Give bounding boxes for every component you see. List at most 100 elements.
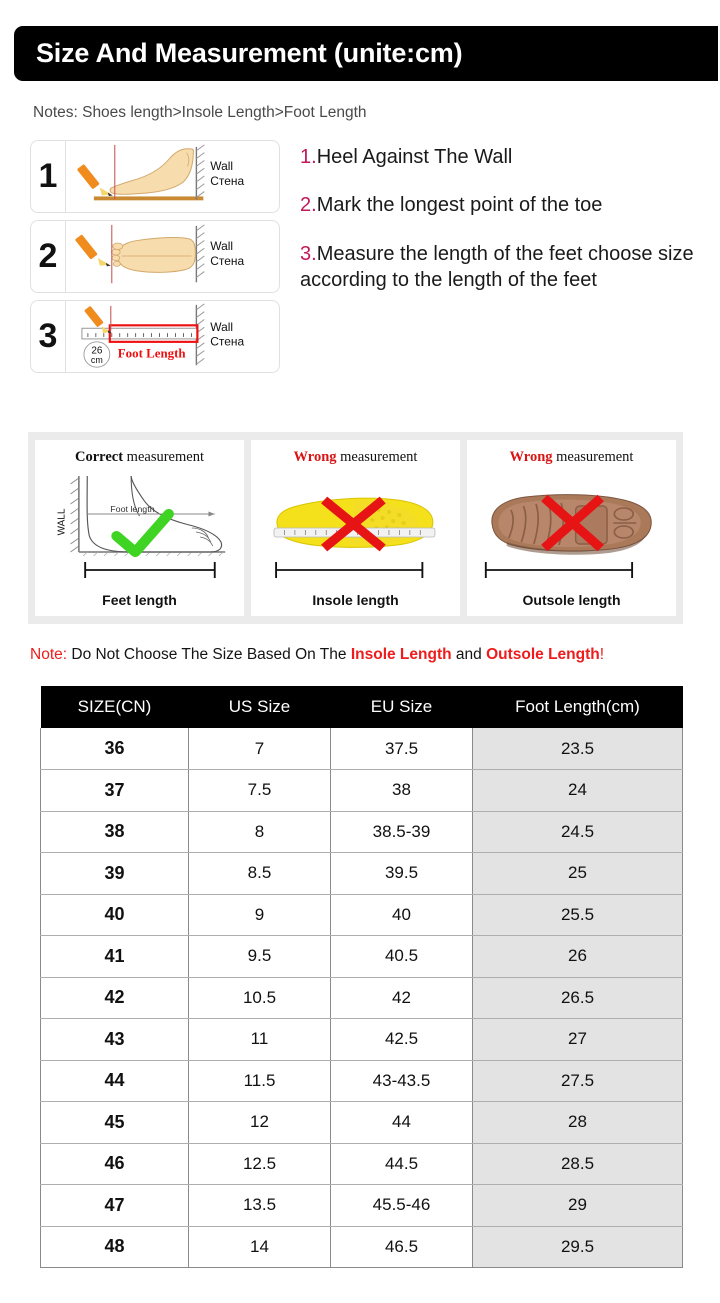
cell-size-cn: 48 [40, 1226, 189, 1268]
step-number-3: 3 [31, 301, 66, 372]
cell-size-cn: 36 [40, 728, 189, 770]
ruler-badge-value: 26 [91, 346, 103, 357]
cell-foot-length: 29.5 [472, 1226, 683, 1268]
cell-us-size: 8.5 [188, 852, 331, 895]
table-row: 41 9.5 40.5 26 [40, 935, 683, 978]
instruction-index-1: 1. [300, 146, 317, 168]
note-body-1: Do Not Choose The Size Based On The [67, 646, 351, 663]
measurement-comparison-strip: Correct measurement WALL [28, 432, 683, 624]
cell-eu-size: 42 [330, 977, 473, 1019]
cell-us-size: 7.5 [188, 769, 331, 812]
table-row: 43 11 42.5 27 [40, 1018, 683, 1061]
table-row: 42 10.5 42 26.5 [40, 977, 683, 1019]
comparison-title-suffix-insole: measurement [336, 449, 418, 465]
comparison-title-correct: Correct measurement [35, 449, 244, 466]
column-header-us-size: US Size [188, 686, 331, 728]
foot-length-label: Foot Length [118, 347, 186, 361]
cell-eu-size: 42.5 [330, 1018, 473, 1061]
cell-eu-size: 37.5 [330, 728, 473, 770]
table-row: 40 9 40 25.5 [40, 894, 683, 936]
cell-foot-length: 25.5 [472, 894, 683, 936]
instruction-index-3: 3. [300, 242, 317, 265]
step-panel-1: 1 [30, 140, 280, 213]
cell-us-size: 8 [188, 811, 331, 853]
cell-us-size: 13.5 [188, 1184, 331, 1227]
instruction-text-1: Heel Against The Wall [316, 146, 513, 168]
wall-label-en-2: Wall [210, 239, 233, 253]
cell-us-size: 7 [188, 728, 331, 770]
table-row: 39 8.5 39.5 25 [40, 852, 683, 895]
cell-foot-length: 26 [472, 935, 683, 978]
cell-size-cn: 45 [40, 1101, 189, 1144]
cell-us-size: 12.5 [188, 1143, 331, 1185]
step-panel-3: 3 [30, 300, 280, 373]
wall-label-en-1: Wall [210, 159, 233, 173]
page-header-banner: Size And Measurement (unite:cm) [14, 26, 718, 81]
cell-eu-size: 38 [330, 769, 473, 812]
table-row: 45 12 44 28 [40, 1101, 683, 1144]
comparison-title-suffix-correct: measurement [123, 449, 204, 465]
cell-eu-size: 44 [330, 1101, 473, 1144]
note-prefix: Note: [30, 646, 68, 663]
step-number-1: 1 [31, 141, 66, 212]
ruler-badge-unit: cm [91, 355, 103, 365]
size-chart-body: 36 7 37.5 23.5 37 7.5 38 24 38 8 38.5-39… [40, 728, 683, 1268]
cell-foot-length: 25 [472, 852, 683, 895]
cell-foot-length: 24.5 [472, 811, 683, 853]
cell-foot-length: 28.5 [472, 1143, 683, 1185]
wall-label-en-3: Wall [210, 320, 233, 334]
table-row: 48 14 46.5 29.5 [40, 1226, 683, 1268]
instruction-item-1: 1.Heel Against The Wall [300, 144, 710, 170]
comparison-caption-correct: Feet length [102, 592, 177, 608]
comparison-caption-insole: Insole length [312, 592, 399, 608]
comparison-card-outsole: Wrong measurement [467, 440, 676, 616]
cell-size-cn: 43 [40, 1018, 189, 1061]
cell-size-cn: 44 [40, 1060, 189, 1102]
cell-foot-length: 23.5 [472, 728, 683, 770]
cell-foot-length: 29 [472, 1184, 683, 1227]
cell-eu-size: 40 [330, 894, 473, 936]
instruction-index-2: 2. [300, 194, 317, 217]
note-emphasis-insole: Insole Length [350, 646, 452, 663]
step-illustration-top-foot: Wall Стена [66, 221, 279, 292]
comparison-title-suffix-outsole: measurement [552, 449, 634, 465]
cell-size-cn: 47 [40, 1184, 189, 1227]
table-row: 47 13.5 45.5-46 29 [40, 1184, 683, 1227]
column-header-eu-size: EU Size [330, 686, 473, 728]
cell-us-size: 11.5 [188, 1060, 331, 1102]
cell-eu-size: 46.5 [330, 1226, 473, 1268]
cross-icon [321, 496, 386, 552]
comparison-title-outsole: Wrong measurement [467, 449, 676, 466]
table-header-row: SIZE(CN) US Size EU Size Foot Length(cm) [40, 686, 683, 728]
comparison-title-prefix-correct: Correct [75, 449, 124, 465]
cell-eu-size: 39.5 [330, 852, 473, 895]
instruction-item-2: 2.Mark the longest point of the toe [300, 192, 710, 218]
column-header-size-cn: SIZE(CN) [40, 686, 189, 728]
note-suffix: ! [599, 646, 605, 663]
instruction-text-2: Mark the longest point of the toe [316, 194, 603, 217]
instruction-item-3: 3.Measure the length of the feet choose … [300, 241, 710, 294]
cell-foot-length: 27.5 [472, 1060, 683, 1102]
comparison-title-insole: Wrong measurement [251, 449, 460, 466]
cell-foot-length: 26.5 [472, 977, 683, 1019]
table-row: 38 8 38.5-39 24.5 [40, 811, 683, 853]
wall-label-correct: WALL [56, 508, 67, 535]
cell-size-cn: 41 [40, 935, 189, 978]
notes-line: Notes: Shoes length>Insole Length>Foot L… [33, 104, 367, 121]
cell-us-size: 11 [188, 1018, 331, 1061]
cell-us-size: 12 [188, 1101, 331, 1144]
cell-size-cn: 37 [40, 769, 189, 812]
cell-us-size: 9.5 [188, 935, 331, 978]
comparison-illustration-outsole [467, 466, 676, 584]
warning-note: Note: Do Not Choose The Size Based On Th… [30, 646, 604, 664]
comparison-card-insole: Wrong measurement [251, 440, 460, 616]
cell-size-cn: 38 [40, 811, 189, 853]
cell-eu-size: 45.5-46 [330, 1184, 473, 1227]
cell-eu-size: 40.5 [330, 935, 473, 978]
step-illustration-ruler: 26 cm Foot Length Wall Стена [66, 301, 279, 372]
cell-us-size: 14 [188, 1226, 331, 1268]
cell-size-cn: 46 [40, 1143, 189, 1185]
wall-label-ru-1: Стена [210, 174, 244, 188]
comparison-title-prefix-outsole: Wrong [509, 449, 553, 465]
table-row: 36 7 37.5 23.5 [40, 728, 683, 770]
